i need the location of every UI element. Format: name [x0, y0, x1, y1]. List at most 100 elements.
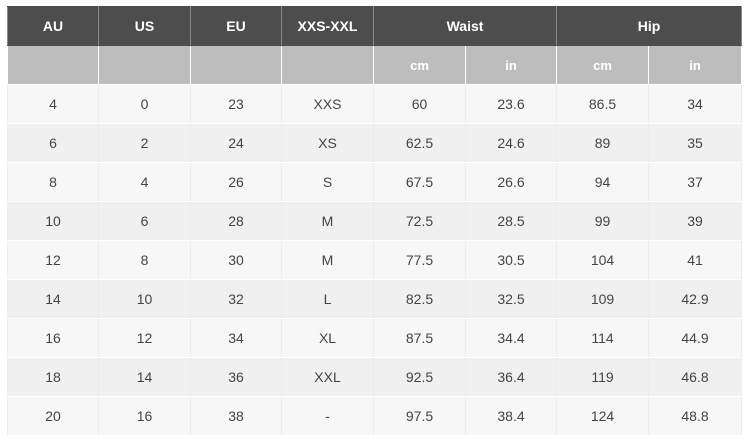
eu-cell: 28 [190, 201, 282, 241]
waist-in-cell: 32.5 [464, 279, 558, 319]
us-cell: 8 [98, 240, 191, 280]
waist-in-cell: 34.4 [464, 318, 558, 358]
hip-cm-cell: 109 [556, 279, 650, 319]
size-chart: AU US EU XXS-XXL Waist Hip cm in cm in 4… [7, 6, 743, 436]
hip-in-cell: 41 [648, 240, 743, 280]
us-cell: 16 [98, 396, 191, 436]
hip-cm-cell: 114 [556, 318, 650, 358]
waist-in-cell: 23.6 [464, 84, 558, 124]
eu-cell: 24 [190, 123, 282, 163]
header-hip: Hip [556, 6, 743, 46]
waist-in-cell: 28.5 [464, 201, 558, 241]
waist-in-cell: 24.6 [464, 123, 558, 163]
us-cell: 14 [98, 357, 191, 397]
us-cell: 6 [98, 201, 191, 241]
table-row: 12 8 30 M 77.5 30.5 104 41 [7, 240, 743, 280]
table-row: 18 14 36 XXL 92.5 36.4 119 46.8 [7, 357, 743, 397]
waist-in-cell: 36.4 [464, 357, 558, 397]
us-cell: 4 [98, 162, 191, 202]
hip-in-cell: 37 [648, 162, 743, 202]
alpha-size-cell: M [281, 201, 374, 241]
alpha-size-cell: XS [281, 123, 374, 163]
au-cell: 4 [7, 84, 99, 124]
subheader-waist-cm: cm [373, 45, 466, 85]
waist-cm-cell: 62.5 [373, 123, 466, 163]
subheader-hip-cm: cm [556, 45, 650, 85]
table-row: 10 6 28 M 72.5 28.5 99 39 [7, 201, 743, 241]
header-eu: EU [190, 6, 282, 46]
waist-cm-cell: 87.5 [373, 318, 466, 358]
us-cell: 0 [98, 84, 191, 124]
hip-in-cell: 35 [648, 123, 743, 163]
eu-cell: 34 [190, 318, 282, 358]
header-au: AU [7, 6, 99, 46]
table-row: 8 4 26 S 67.5 26.6 94 37 [7, 162, 743, 202]
size-chart-table: AU US EU XXS-XXL Waist Hip cm in cm in 4… [7, 6, 743, 436]
waist-cm-cell: 72.5 [373, 201, 466, 241]
subheader-blank-eu [190, 45, 282, 85]
table-row: 6 2 24 XS 62.5 24.6 89 35 [7, 123, 743, 163]
alpha-size-cell: - [281, 396, 374, 436]
header-waist: Waist [372, 6, 558, 46]
hip-cm-cell: 89 [556, 123, 650, 163]
alpha-size-cell: XL [281, 318, 374, 358]
us-cell: 12 [98, 318, 191, 358]
waist-cm-cell: 77.5 [373, 240, 466, 280]
eu-cell: 32 [190, 279, 282, 319]
subheader-blank-xxs-xxl [281, 45, 374, 85]
header-row: AU US EU XXS-XXL Waist Hip [7, 6, 743, 46]
alpha-size-cell: M [281, 240, 374, 280]
hip-in-cell: 44.9 [648, 318, 743, 358]
alpha-size-cell: XXL [281, 357, 374, 397]
subheader-blank-au [7, 45, 99, 85]
au-cell: 18 [7, 357, 99, 397]
waist-cm-cell: 97.5 [373, 396, 466, 436]
eu-cell: 38 [190, 396, 282, 436]
hip-cm-cell: 94 [556, 162, 650, 202]
hip-in-cell: 42.9 [648, 279, 743, 319]
eu-cell: 26 [190, 162, 282, 202]
waist-cm-cell: 67.5 [373, 162, 466, 202]
au-cell: 8 [7, 162, 99, 202]
hip-cm-cell: 104 [556, 240, 650, 280]
waist-in-cell: 26.6 [464, 162, 558, 202]
table-row: 4 0 23 XXS 60 23.6 86.5 34 [7, 84, 743, 124]
waist-cm-cell: 82.5 [373, 279, 466, 319]
hip-in-cell: 48.8 [648, 396, 743, 436]
us-cell: 10 [98, 279, 191, 319]
size-table-body: 4 0 23 XXS 60 23.6 86.5 34 6 2 24 XS 62.5 24.6 89 35 8 4 2… [7, 84, 743, 436]
table-row: 20 16 38-97.5 38.4 124 48.8 [7, 396, 743, 436]
subheader-hip-in: in [648, 45, 743, 85]
hip-in-cell: 39 [648, 201, 743, 241]
alpha-size-cell: XXS [281, 84, 374, 124]
eu-cell: 30 [190, 240, 282, 280]
header-xxs-xxl: XXS-XXL [281, 6, 374, 46]
hip-cm-cell: 124 [556, 396, 650, 436]
au-cell: 10 [7, 201, 99, 241]
waist-cm-cell: 60 [373, 84, 466, 124]
au-cell: 14 [7, 279, 99, 319]
waist-in-cell: 38.4 [464, 396, 558, 436]
eu-cell: 23 [190, 84, 282, 124]
hip-cm-cell: 86.5 [556, 84, 650, 124]
hip-cm-cell: 119 [556, 357, 650, 397]
header-us: US [98, 6, 191, 46]
hip-in-cell: 34 [648, 84, 743, 124]
au-cell: 12 [7, 240, 99, 280]
eu-cell: 36 [190, 357, 282, 397]
au-cell: 16 [7, 318, 99, 358]
waist-cm-cell: 92.5 [373, 357, 466, 397]
subheader-blank-us [98, 45, 191, 85]
subheader-waist-in: in [464, 45, 558, 85]
table-row: 16 12 34 XL 87.5 34.4 114 44.9 [7, 318, 743, 358]
alpha-size-cell: S [281, 162, 374, 202]
hip-in-cell: 46.8 [648, 357, 743, 397]
au-cell: 20 [7, 396, 99, 436]
us-cell: 2 [98, 123, 191, 163]
au-cell: 6 [7, 123, 99, 163]
table-row: 14 10 32 L 82.5 32.5 109 42.9 [7, 279, 743, 319]
hip-cm-cell: 99 [556, 201, 650, 241]
subheader-row: cm in cm in [7, 45, 743, 85]
alpha-size-cell: L [281, 279, 374, 319]
waist-in-cell: 30.5 [464, 240, 558, 280]
